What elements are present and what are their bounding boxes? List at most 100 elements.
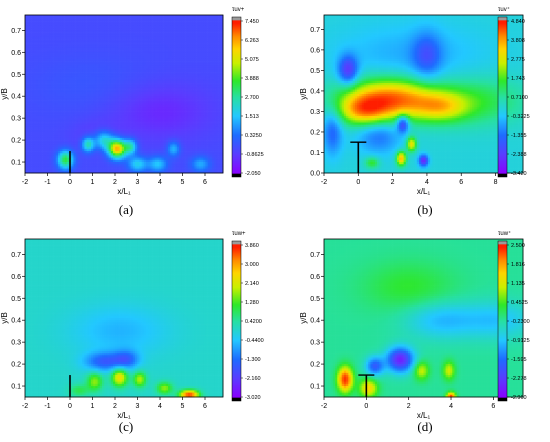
heatmap-cell <box>97 78 101 82</box>
heatmap-cell <box>91 74 94 77</box>
heatmap-cell <box>148 30 151 33</box>
heatmap-cell <box>102 109 105 112</box>
heatmap-cell <box>62 50 65 53</box>
heatmap-cell <box>130 94 134 97</box>
heatmap-cell <box>218 96 222 99</box>
heatmap-cell <box>176 52 180 55</box>
heatmap-cell <box>137 63 140 66</box>
heatmap-cell <box>201 17 204 20</box>
heatmap-cell <box>80 23 83 27</box>
heatmap-cell <box>174 111 178 115</box>
heatmap-cell <box>176 100 180 104</box>
heatmap-cell <box>38 107 41 110</box>
heatmap-cell <box>163 102 167 106</box>
heatmap-cell <box>38 58 41 62</box>
heatmap-cell <box>179 56 182 60</box>
heatmap-cell <box>55 76 59 79</box>
heatmap-cell <box>174 120 178 123</box>
heatmap-cell <box>117 78 120 82</box>
heatmap-cell <box>218 32 222 36</box>
heatmap-cell <box>97 91 101 95</box>
heatmap-cell <box>214 107 217 110</box>
heatmap-cell <box>183 85 186 88</box>
heatmap-cell <box>102 102 105 106</box>
heatmap-cell <box>157 72 160 75</box>
heatmap-cell <box>38 96 41 99</box>
heatmap-cell <box>159 118 162 121</box>
heatmap-cell <box>132 131 136 134</box>
heatmap-cell <box>66 118 70 121</box>
heatmap-cell <box>137 76 140 79</box>
heatmap-cell <box>209 67 213 71</box>
heatmap-cell <box>183 34 186 38</box>
heatmap-cell <box>55 32 59 36</box>
heatmap-cell <box>71 21 74 25</box>
heatmap-cell <box>53 104 57 108</box>
heatmap-cell <box>62 76 65 79</box>
heatmap-cell <box>84 50 87 53</box>
heatmap-cell <box>143 98 147 101</box>
heatmap-cell <box>216 28 219 31</box>
heatmap-cell <box>198 50 202 53</box>
heatmap-cell <box>51 111 54 115</box>
heatmap-cell <box>143 58 147 62</box>
heatmap-cell <box>84 135 87 139</box>
heatmap-cell <box>108 47 112 51</box>
heatmap-cell <box>29 36 32 40</box>
heatmap-cell <box>91 32 94 36</box>
heatmap-cell <box>130 45 134 49</box>
heatmap-cell <box>82 87 85 90</box>
heatmap-cell <box>220 96 224 99</box>
heatmap-cell <box>218 69 222 73</box>
heatmap-cell <box>154 80 158 84</box>
heatmap-cell <box>88 124 92 128</box>
heatmap-cell <box>214 19 217 22</box>
heatmap-cell <box>93 25 96 29</box>
heatmap-cell <box>139 43 142 47</box>
heatmap-cell <box>172 69 175 73</box>
heatmap-cell <box>55 34 59 38</box>
heatmap-cell <box>201 107 204 110</box>
heatmap-cell <box>161 83 164 86</box>
heatmap-cell <box>110 65 114 69</box>
heatmap-cell <box>214 109 217 112</box>
heatmap-cell <box>69 69 72 73</box>
heatmap-cell <box>170 39 173 42</box>
heatmap-cell <box>201 111 204 115</box>
heatmap-cell <box>93 78 96 82</box>
heatmap-cell <box>88 47 92 51</box>
heatmap-cell <box>198 30 202 33</box>
heatmap-cell <box>185 36 189 40</box>
heatmap-cell <box>179 124 182 128</box>
heatmap-cell <box>161 41 164 44</box>
heatmap-cell <box>168 104 171 108</box>
heatmap-cell <box>108 63 112 66</box>
heatmap-cell <box>51 19 54 22</box>
heatmap-cell <box>38 74 41 77</box>
heatmap-cell <box>148 39 151 42</box>
heatmap-cell <box>38 120 41 123</box>
heatmap-cell <box>132 19 136 22</box>
heatmap-cell <box>154 50 158 53</box>
heatmap-cell <box>216 100 219 104</box>
heatmap-cell <box>176 43 180 47</box>
heatmap-cell <box>86 23 90 27</box>
heatmap-cell <box>84 118 87 121</box>
heatmap-cell <box>124 23 127 27</box>
heatmap-cell <box>218 50 222 53</box>
heatmap-cell <box>53 131 57 134</box>
heatmap-cell <box>119 36 123 40</box>
heatmap-cell <box>176 124 180 128</box>
heatmap-cell <box>58 83 61 86</box>
heatmap-cell <box>148 32 151 36</box>
heatmap-cell <box>185 74 189 77</box>
heatmap-cell <box>201 47 204 51</box>
heatmap-cell <box>201 69 204 73</box>
heatmap-cell <box>135 41 138 44</box>
heatmap-cell <box>91 89 94 93</box>
heatmap-cell <box>33 131 37 134</box>
heatmap-cell <box>207 96 211 99</box>
heatmap-cell <box>95 111 98 115</box>
heatmap-cell <box>218 120 222 123</box>
heatmap-cell <box>146 118 149 121</box>
